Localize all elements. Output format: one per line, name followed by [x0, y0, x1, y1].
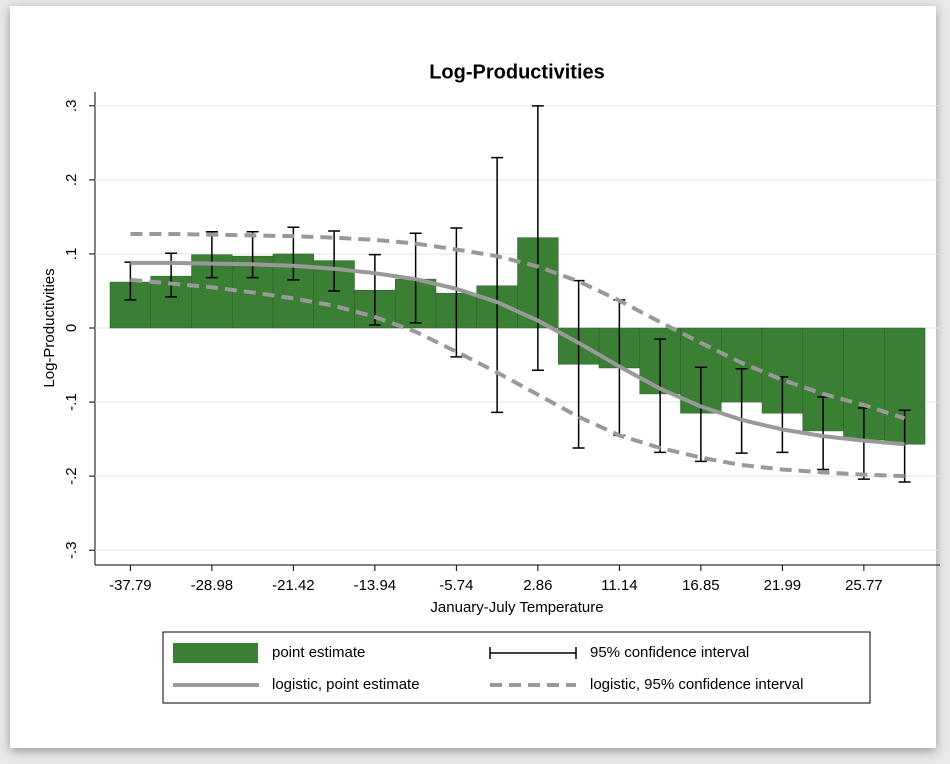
legend-label: point estimate	[272, 644, 365, 661]
logistic-ci-line	[130, 277, 905, 479]
x-tick-label: 21.99	[764, 577, 802, 594]
y-tick-label: -.3	[63, 541, 80, 559]
x-tick-label: 11.14	[601, 577, 637, 594]
error-bar	[654, 338, 667, 454]
logistic-ci-line	[130, 231, 906, 421]
x-axis-label: January-July Temperature	[430, 599, 603, 616]
error-bar	[205, 230, 218, 279]
error-bar	[246, 230, 259, 279]
y-tick-label: .2	[63, 174, 80, 187]
error-bar	[694, 366, 707, 463]
legend-label: 95% confidence interval	[590, 644, 749, 661]
x-tick-label: -28.98	[191, 577, 234, 594]
x-tick-label: 16.85	[682, 577, 720, 594]
x-tick-label: 2.86	[523, 577, 552, 594]
y-tick-label: .3	[63, 100, 80, 113]
error-bar	[328, 230, 341, 292]
error-bar	[531, 105, 544, 371]
x-tick-label: -21.42	[272, 577, 315, 594]
legend	[162, 631, 871, 704]
y-tick-label: -.2	[63, 467, 80, 485]
legend-swatch	[173, 643, 258, 663]
x-tick-label: 25.77	[845, 577, 883, 594]
x-tick-label: -37.79	[109, 577, 152, 594]
error-bar	[735, 367, 748, 454]
x-tick-label: -5.74	[439, 577, 473, 594]
legend-label: logistic, point estimate	[272, 676, 420, 693]
legend-swatch	[489, 647, 577, 659]
y-tick-label: -.1	[63, 393, 80, 411]
error-bar	[450, 227, 463, 358]
error-bar	[491, 156, 504, 414]
error-bar	[368, 253, 381, 326]
error-bar	[572, 279, 585, 449]
y-axis-label: Log-Productivities	[41, 268, 58, 387]
logistic-line	[130, 260, 905, 447]
x-tick-label: -13.94	[354, 577, 397, 594]
error-bar	[165, 252, 178, 298]
chart-title: Log-Productivities	[429, 61, 605, 83]
y-tick-label: .1	[63, 248, 80, 261]
y-tick-label: 0	[63, 324, 80, 332]
legend-label: logistic, 95% confidence interval	[590, 676, 803, 693]
error-bar	[898, 409, 911, 483]
